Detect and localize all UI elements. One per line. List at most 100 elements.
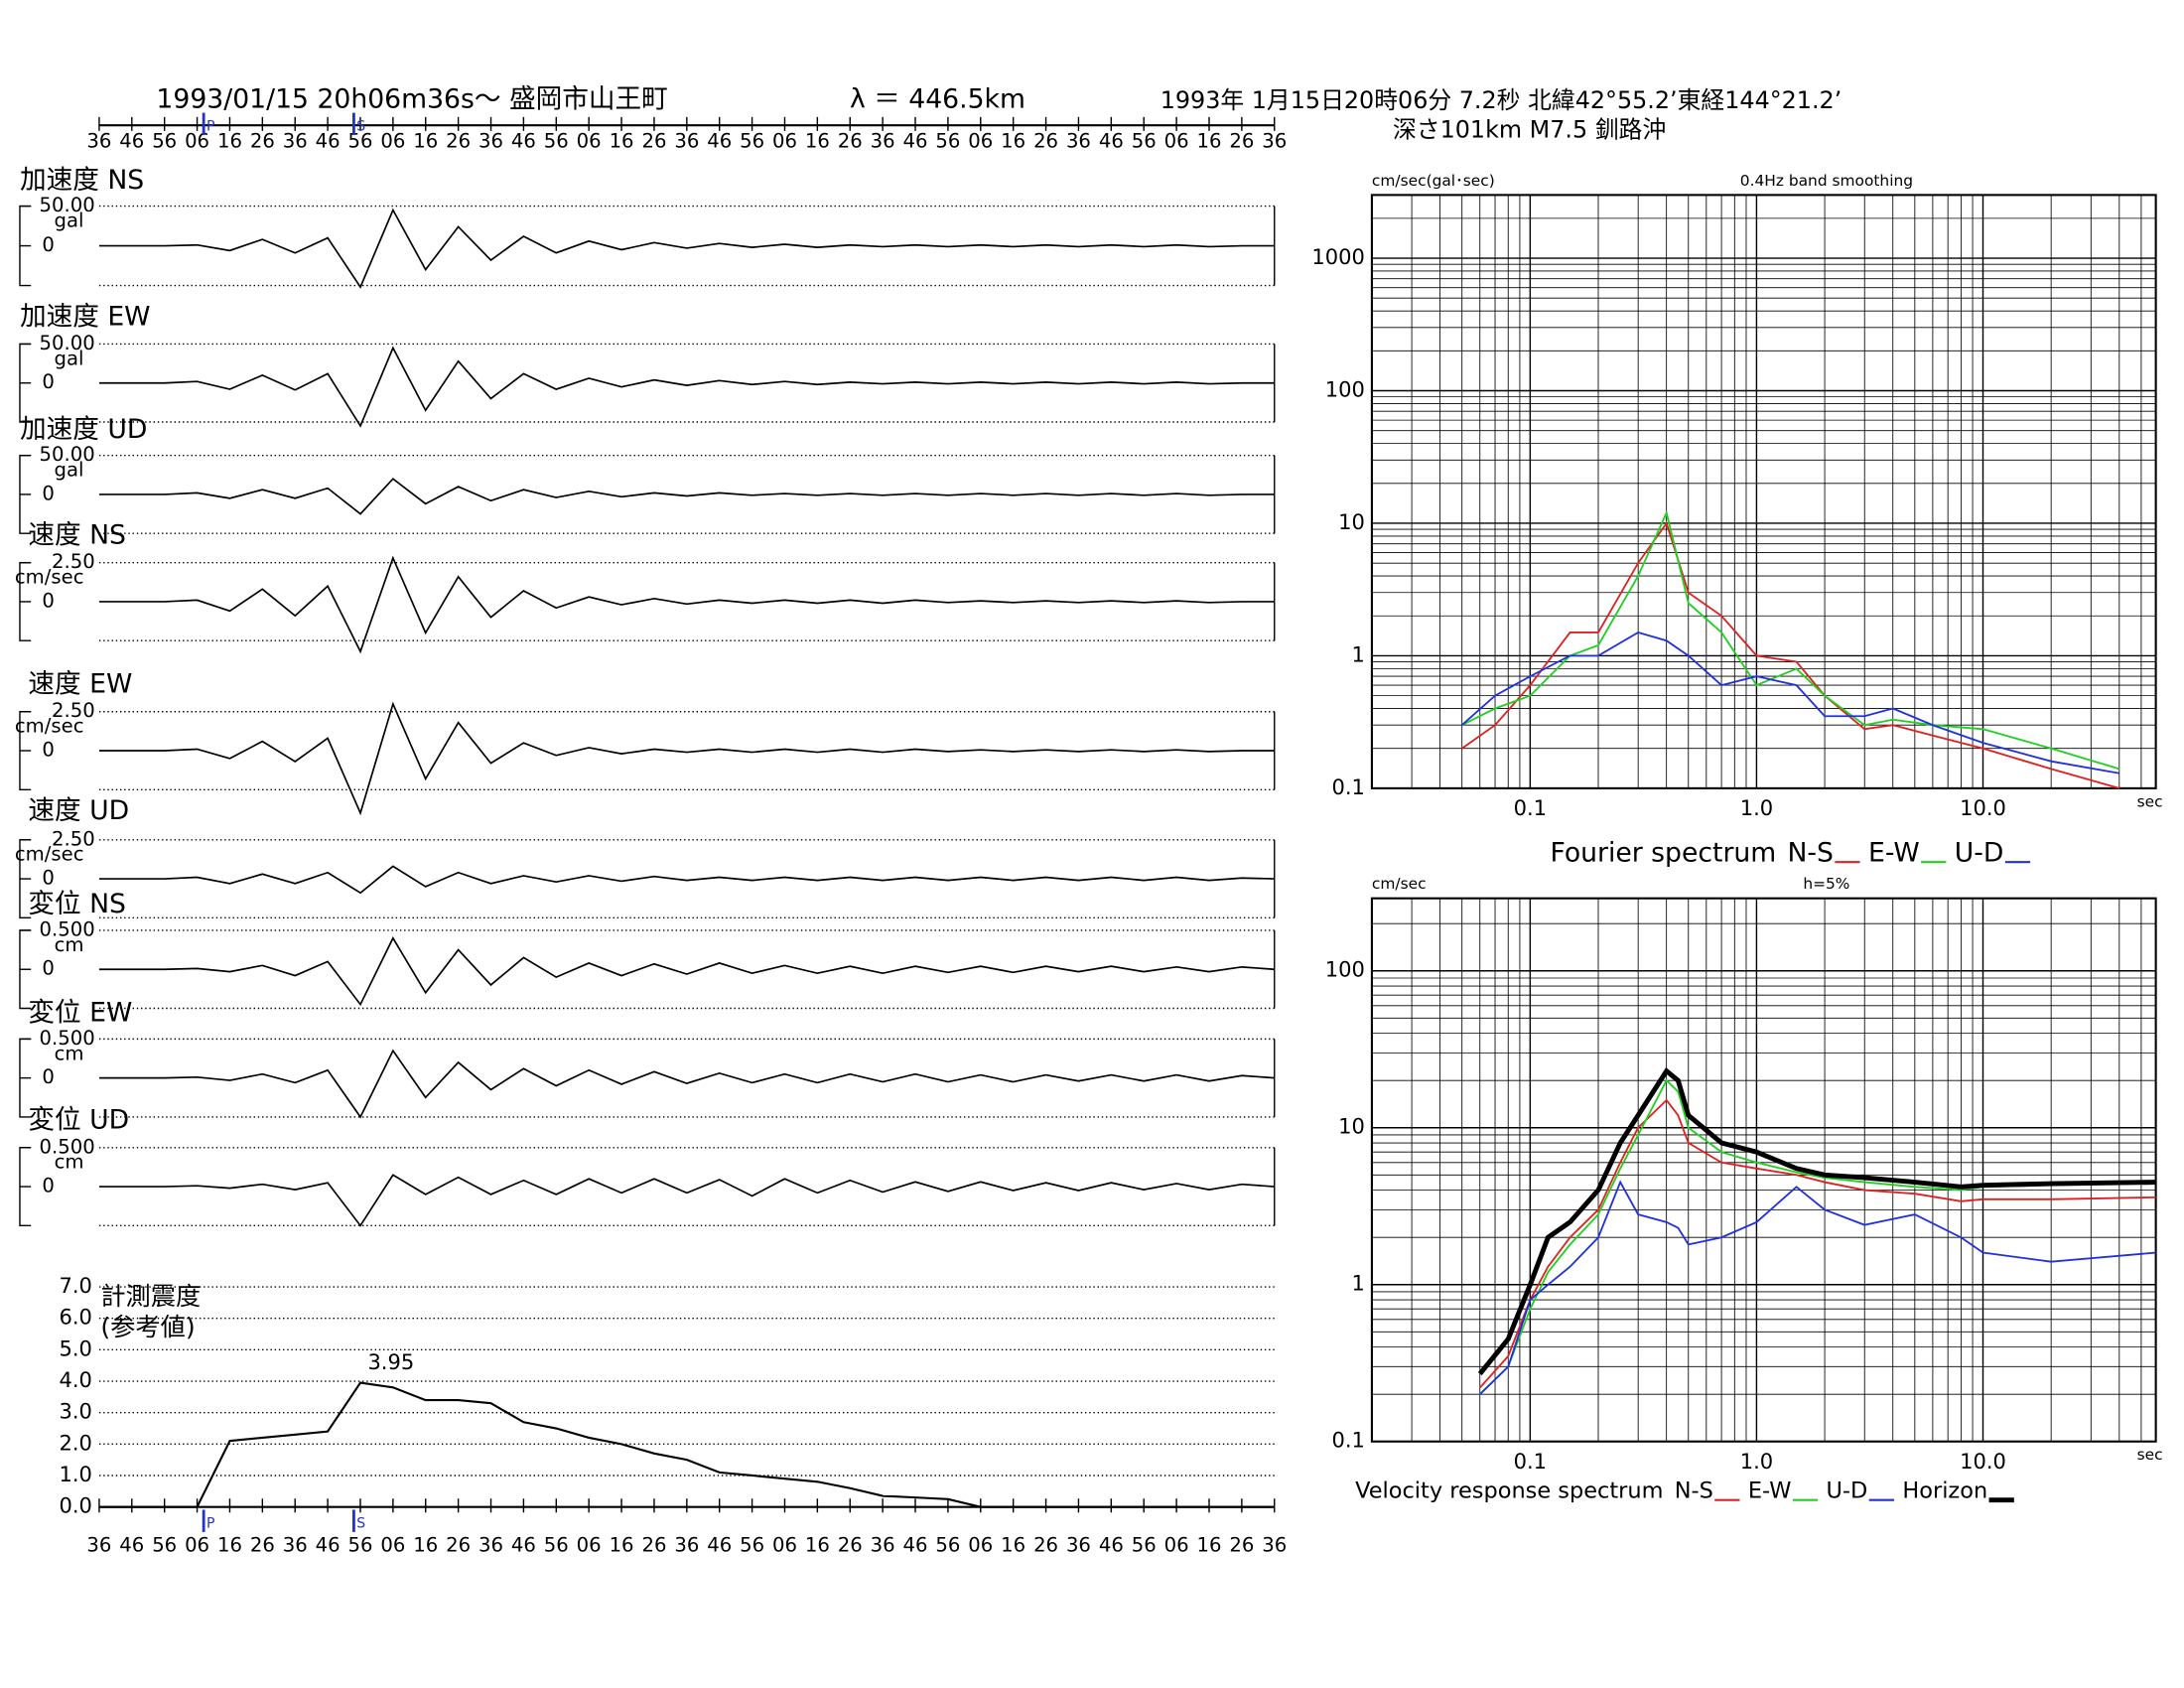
- x-unit: sec: [2137, 792, 2163, 810]
- legend-label: E-W: [1868, 837, 1920, 868]
- time-tick-label: 26: [446, 130, 471, 153]
- y-tick-label: 0.500: [40, 1135, 95, 1158]
- time-tick-label: 26: [641, 130, 666, 153]
- time-tick-label: 16: [610, 130, 634, 153]
- time-tick-label: 36: [674, 1533, 699, 1556]
- y-tick-label: 6.0: [59, 1305, 91, 1330]
- y-tick-label: 1: [1352, 641, 1365, 666]
- waveform: [98, 478, 1275, 515]
- legend-title: Velocity response spectrum: [1355, 1478, 1663, 1504]
- waveform: [98, 346, 1275, 428]
- plot-note: h=5%: [1803, 875, 1849, 893]
- x-tick-label: 0.1: [1514, 1449, 1547, 1474]
- y-tick-label: 3.0: [59, 1399, 91, 1424]
- y-tick-label: 7.0: [59, 1273, 91, 1298]
- time-tick-label: 16: [1196, 1533, 1221, 1556]
- time-tick-label: 56: [1132, 1533, 1157, 1556]
- legend-label: U-D: [1955, 837, 2004, 868]
- time-tick-label: 56: [935, 1533, 960, 1556]
- y-tick-label: 0.1: [1331, 774, 1364, 799]
- time-tick-label: 46: [316, 130, 341, 153]
- y-tick-label: 0: [42, 233, 55, 256]
- plot-frame: [1370, 194, 2157, 789]
- waveform: [98, 1174, 1275, 1227]
- time-tick-label: 26: [1033, 130, 1058, 153]
- y-tick-label: 0: [42, 482, 55, 504]
- legend-label: Horizon: [1902, 1478, 1987, 1504]
- trace-label: 加速度 NS: [20, 165, 144, 196]
- waveform: [98, 1049, 1275, 1119]
- time-tick-label: 26: [1229, 130, 1254, 153]
- plot-note: 0.4Hz band smoothing: [1740, 172, 1913, 190]
- time-tick-label: 36: [283, 1533, 308, 1556]
- time-tick-label: 36: [478, 1533, 503, 1556]
- time-tick-label: 26: [838, 130, 863, 153]
- y-unit: cm/sec: [1372, 875, 1427, 893]
- time-tick-label: 46: [511, 130, 536, 153]
- y-tick-label: 0: [42, 957, 55, 980]
- time-tick-label: 06: [185, 1533, 209, 1556]
- time-tick-label: 46: [903, 1533, 928, 1556]
- time-tick-label: 06: [968, 1533, 993, 1556]
- y-tick-label: 100: [1325, 377, 1365, 402]
- time-tick-label: 06: [577, 1533, 602, 1556]
- trace-label: 速度 UD: [28, 795, 129, 826]
- time-tick-label: 36: [86, 130, 111, 153]
- time-tick-label: 06: [185, 130, 209, 153]
- waveform: [98, 208, 1275, 289]
- header-event: 1993年 1月15日20時06分 7.2秒 北緯42°55.2’東経144°2…: [1160, 86, 1843, 114]
- trace-label: 加速度 EW: [20, 301, 151, 332]
- trace-unit: cm/sec: [15, 843, 84, 866]
- y-tick-label: 50.00: [40, 443, 95, 466]
- time-tick-label: 16: [413, 130, 438, 153]
- time-tick-label: 46: [119, 1533, 144, 1556]
- time-tick-label: 16: [413, 1533, 438, 1556]
- header-distance: λ ＝ 446.5km: [850, 83, 1025, 114]
- time-tick-label: 56: [347, 130, 372, 153]
- time-tick-label: 56: [935, 130, 960, 153]
- time-tick-label: 56: [544, 1533, 569, 1556]
- time-tick-label: 46: [1099, 1533, 1124, 1556]
- time-tick-label: 36: [1066, 1533, 1091, 1556]
- time-tick-label: 36: [86, 1533, 111, 1556]
- waveform: [98, 865, 1275, 895]
- trace-unit: cm/sec: [15, 566, 84, 589]
- trace-unit: cm/sec: [15, 715, 84, 738]
- y-tick-label: 2.50: [52, 699, 95, 722]
- time-tick-label: 36: [1262, 130, 1287, 153]
- value-label: 3.95: [367, 1349, 414, 1374]
- waveform: [98, 936, 1275, 1007]
- spectrum-line: [1477, 1066, 2156, 1376]
- time-tick-label: 56: [544, 130, 569, 153]
- y-tick-label: 1.0: [59, 1462, 91, 1486]
- time-tick-label: 46: [119, 130, 144, 153]
- y-tick-label: 0.1: [1331, 1428, 1364, 1453]
- intensity-title: 計測震度: [100, 1282, 201, 1311]
- time-tick-label: 06: [380, 1533, 405, 1556]
- y-tick-label: 4.0: [59, 1367, 91, 1392]
- phase-marker-label: P: [206, 1515, 214, 1531]
- trace-unit: gal: [55, 210, 84, 232]
- waveform: [98, 701, 1275, 816]
- spectrum-line: [1461, 520, 2120, 789]
- y-tick-label: 5.0: [59, 1336, 91, 1360]
- waveform: [98, 555, 1275, 654]
- time-tick-label: 16: [1001, 130, 1025, 153]
- y-tick-label: 0: [42, 1065, 55, 1088]
- x-tick-label: 10.0: [1960, 795, 2006, 820]
- y-tick-label: 0: [42, 370, 55, 393]
- legend-label: N-S: [1787, 837, 1833, 868]
- y-tick-label: 2.0: [59, 1430, 91, 1455]
- time-tick-label: 56: [1132, 130, 1157, 153]
- time-tick-label: 16: [1196, 130, 1221, 153]
- time-tick-label: 36: [1262, 1533, 1287, 1556]
- intensity-title: (参考値): [100, 1313, 195, 1341]
- trace-label: 変位 NS: [28, 889, 126, 919]
- phase-marker-label: S: [356, 1515, 365, 1531]
- time-tick-label: 26: [641, 1533, 666, 1556]
- time-tick-label: 16: [217, 130, 242, 153]
- spectrum-line: [1461, 509, 2120, 771]
- y-tick-label: 100: [1325, 957, 1365, 982]
